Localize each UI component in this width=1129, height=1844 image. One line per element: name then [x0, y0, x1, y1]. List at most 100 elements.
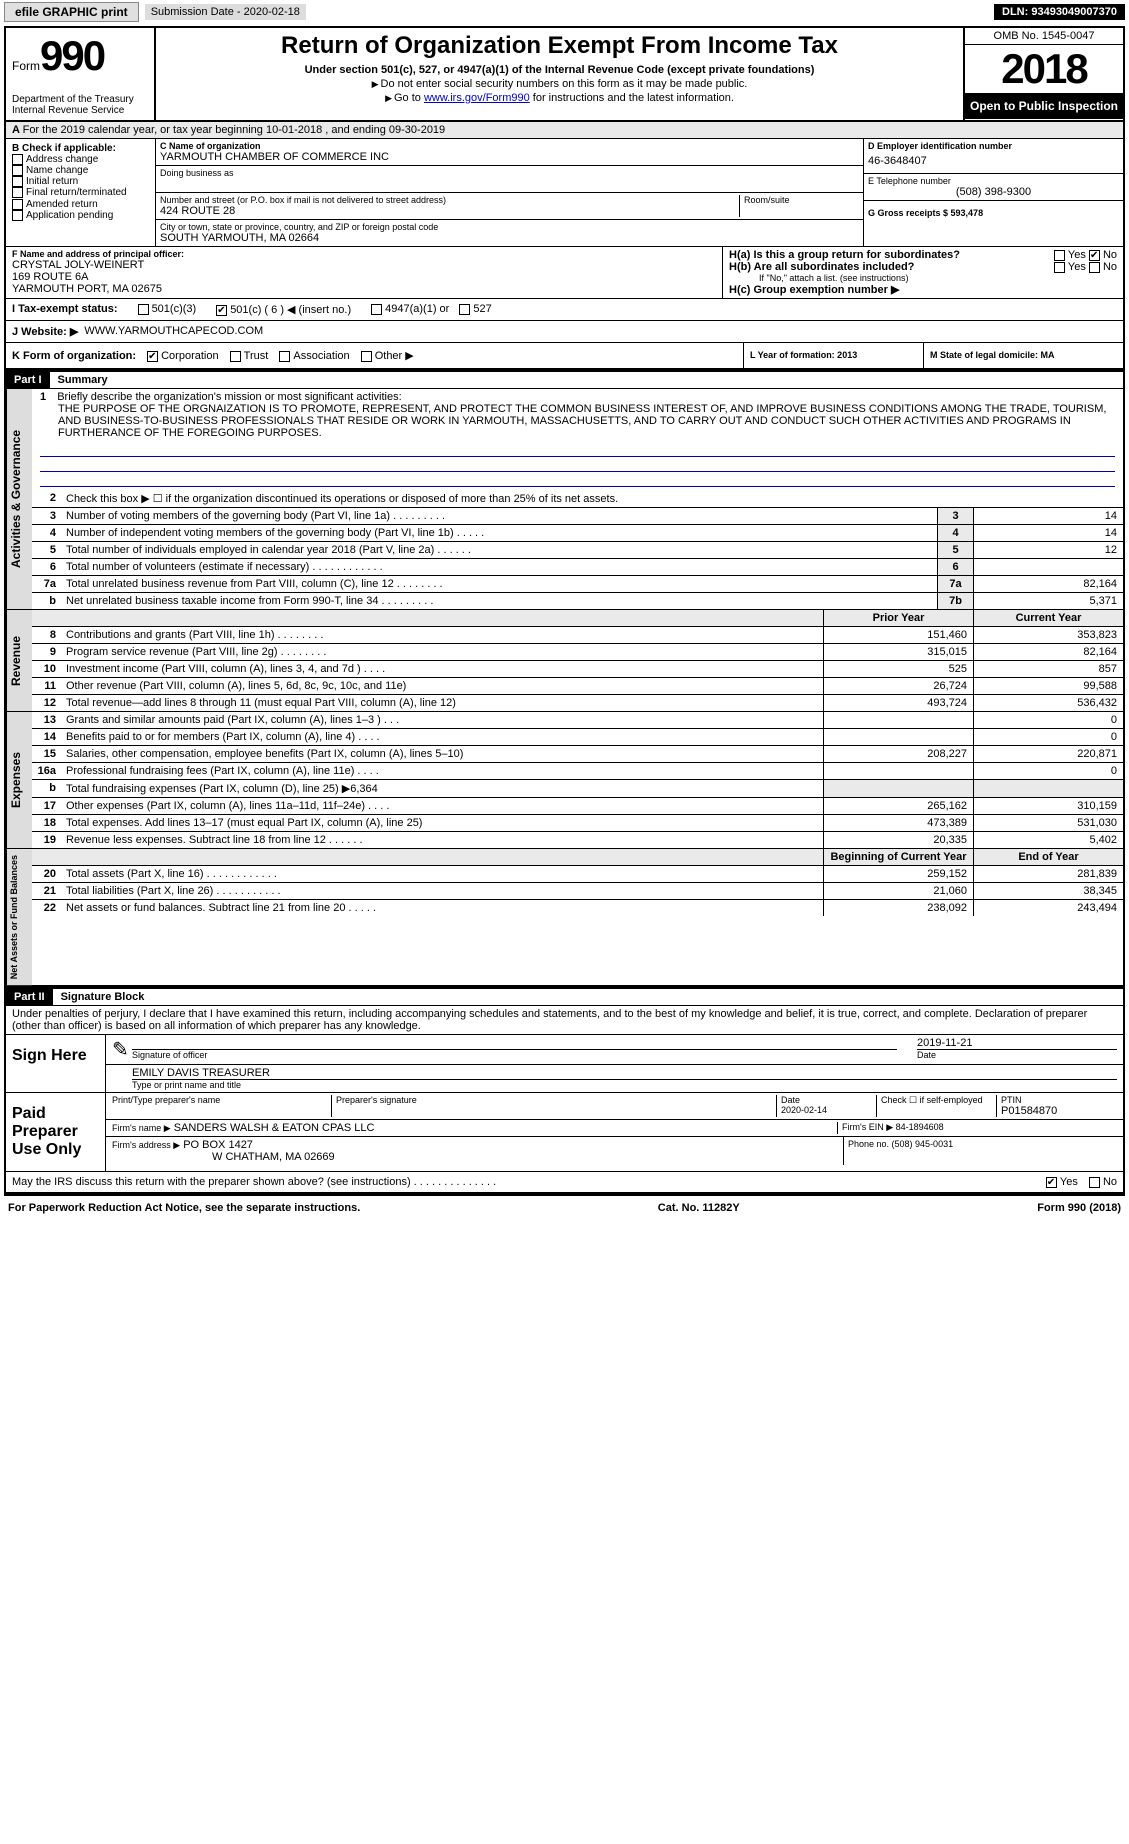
- ptin-label: PTIN: [1001, 1095, 1113, 1105]
- firm-ein: Firm's EIN ▶ 84-1894608: [837, 1122, 1117, 1134]
- line-b: bTotal fundraising expenses (Part IX, co…: [32, 780, 1123, 798]
- chk-trust[interactable]: Trust: [244, 350, 269, 362]
- top-bar: efile GRAPHIC print Submission Date - 20…: [0, 0, 1129, 24]
- box-f: F Name and address of principal officer:…: [6, 247, 723, 298]
- chk-amended-return[interactable]: Amended return: [26, 199, 98, 210]
- addr-label: Number and street (or P.O. box if mail i…: [160, 195, 739, 205]
- officer-addr2: YARMOUTH PORT, MA 02675: [12, 283, 716, 295]
- dept-treasury: Department of the Treasury Internal Reve…: [12, 94, 148, 116]
- sign-date: 2019-11-21: [917, 1037, 1117, 1050]
- discuss-yes[interactable]: Yes: [1060, 1176, 1078, 1188]
- firm-addr1: PO BOX 1427: [183, 1139, 253, 1151]
- tax-year: 2018: [965, 45, 1123, 93]
- efile-print-button[interactable]: efile GRAPHIC print: [4, 2, 139, 22]
- mission-text: THE PURPOSE OF THE ORGNAIZATION IS TO PR…: [40, 403, 1115, 439]
- gov-line-2: 2Check this box ▶ ☐ if the organization …: [32, 490, 1123, 508]
- box-c: C Name of organizationYARMOUTH CHAMBER O…: [156, 139, 863, 246]
- chk-501c3[interactable]: 501(c)(3): [152, 303, 197, 315]
- col-prior-year: Prior Year: [823, 610, 973, 626]
- gross-receipts: G Gross receipts $ 593,478: [868, 208, 983, 218]
- discuss-row: May the IRS discuss this return with the…: [6, 1172, 1123, 1194]
- mission-label: Briefly describe the organization's miss…: [57, 391, 401, 403]
- tab-governance: Activities & Governance: [6, 389, 32, 609]
- street-address: 424 ROUTE 28: [160, 205, 739, 217]
- hc-label: H(c) Group exemption number ▶: [729, 283, 1117, 296]
- form-org-label: K Form of organization:: [12, 350, 136, 362]
- part1-title: Summary: [50, 374, 108, 386]
- gov-line-5: 5Total number of individuals employed in…: [32, 542, 1123, 559]
- hb-no[interactable]: No: [1103, 261, 1117, 273]
- line-10: 10Investment income (Part VIII, column (…: [32, 661, 1123, 678]
- part2-header: Part II Signature Block: [6, 987, 1123, 1006]
- ha-no[interactable]: No: [1103, 249, 1117, 261]
- footer-left: For Paperwork Reduction Act Notice, see …: [8, 1202, 360, 1214]
- paid-preparer-block: Paid Preparer Use Only Print/Type prepar…: [6, 1093, 1123, 1172]
- box-h: H(a) Is this a group return for subordin…: [723, 247, 1123, 298]
- tab-expenses: Expenses: [6, 712, 32, 848]
- officer-addr1: 169 ROUTE 6A: [12, 271, 716, 283]
- tab-net-assets: Net Assets or Fund Balances: [6, 849, 32, 985]
- officer-signed-name: EMILY DAVIS TREASURER: [132, 1067, 1117, 1080]
- ha-label: H(a) Is this a group return for subordin…: [729, 249, 960, 261]
- state-domicile: M State of legal domicile: MA: [930, 350, 1055, 360]
- chk-4947[interactable]: 4947(a)(1) or: [385, 303, 449, 315]
- self-employed-chk[interactable]: Check ☐ if self-employed: [877, 1095, 997, 1117]
- paid-preparer-label: Paid Preparer Use Only: [6, 1093, 106, 1171]
- line-22: 22Net assets or fund balances. Subtract …: [32, 900, 1123, 916]
- website-label: J Website: ▶: [12, 325, 78, 338]
- ha-yes[interactable]: Yes: [1068, 249, 1086, 261]
- chk-name-change[interactable]: Name change: [26, 165, 88, 176]
- mission-blank-lines: [32, 441, 1123, 490]
- chk-501c[interactable]: 501(c) ( 6 ) ◀ (insert no.): [230, 304, 351, 316]
- discuss-no[interactable]: No: [1103, 1176, 1117, 1188]
- box-b-header: B Check if applicable:: [12, 143, 149, 154]
- form-title: Return of Organization Exempt From Incom…: [162, 32, 957, 60]
- line-21: 21Total liabilities (Part X, line 26) . …: [32, 883, 1123, 900]
- goto-arrow: [385, 92, 394, 104]
- line-9: 9Program service revenue (Part VIII, lin…: [32, 644, 1123, 661]
- chk-application-pending[interactable]: Application pending: [26, 210, 113, 221]
- chk-corporation[interactable]: Corporation: [161, 350, 218, 362]
- form-990: Form990 Department of the Treasury Inter…: [4, 26, 1125, 1196]
- col-end-year: End of Year: [973, 849, 1123, 865]
- chk-association[interactable]: Association: [293, 350, 349, 362]
- chk-initial-return[interactable]: Initial return: [26, 176, 78, 187]
- col-current-year: Current Year: [973, 610, 1123, 626]
- chk-527[interactable]: 527: [473, 303, 491, 315]
- org-name: YARMOUTH CHAMBER OF COMMERCE INC: [160, 151, 859, 163]
- officer-label: F Name and address of principal officer:: [12, 249, 716, 259]
- box-b: B Check if applicable: Address change Na…: [6, 139, 156, 246]
- goto-link[interactable]: www.irs.gov/Form990: [424, 92, 530, 104]
- ein-label: D Employer identification number: [868, 141, 1119, 151]
- form-header: Form990 Department of the Treasury Inter…: [6, 28, 1123, 122]
- website-url: WWW.YARMOUTHCAPECOD.COM: [84, 325, 263, 338]
- officer-name: CRYSTAL JOLY-WEINERT: [12, 259, 716, 271]
- line-17: 17Other expenses (Part IX, column (A), l…: [32, 798, 1123, 815]
- firm-name: SANDERS WALSH & EATON CPAS LLC: [174, 1122, 375, 1134]
- part1-badge: Part I: [6, 372, 50, 388]
- firm-addr2: W CHATHAM, MA 02669: [112, 1151, 837, 1163]
- pen-icon: ✎: [112, 1037, 132, 1062]
- line-13: 13Grants and similar amounts paid (Part …: [32, 712, 1123, 729]
- chk-other[interactable]: Other ▶: [375, 350, 414, 362]
- open-to-public: Open to Public Inspection: [965, 93, 1123, 119]
- footer-cat: Cat. No. 11282Y: [658, 1202, 740, 1214]
- phone: (508) 398-9300: [868, 186, 1119, 198]
- period-text: For the 2019 calendar year, or tax year …: [23, 124, 446, 136]
- hb-yes[interactable]: Yes: [1068, 261, 1086, 273]
- org-name-label: C Name of organization: [160, 141, 859, 151]
- footer-form: Form 990 (2018): [1037, 1202, 1121, 1214]
- tax-status-label: I Tax-exempt status:: [12, 303, 118, 316]
- line-15: 15Salaries, other compensation, employee…: [32, 746, 1123, 763]
- tab-revenue: Revenue: [6, 610, 32, 711]
- signature-label: Signature of officer: [132, 1050, 897, 1060]
- gov-line-4: 4Number of independent voting members of…: [32, 525, 1123, 542]
- box-dge: D Employer identification number46-36484…: [863, 139, 1123, 246]
- perjury-declaration: Under penalties of perjury, I declare th…: [6, 1006, 1123, 1035]
- line-12: 12Total revenue—add lines 8 through 11 (…: [32, 695, 1123, 711]
- chk-final-return[interactable]: Final return/terminated: [26, 188, 127, 199]
- prep-date-label: Date: [781, 1095, 872, 1105]
- firm-addr-label: Firm's address ▶: [112, 1140, 180, 1150]
- chk-address-change[interactable]: Address change: [26, 154, 98, 165]
- room-label: Room/suite: [744, 195, 859, 205]
